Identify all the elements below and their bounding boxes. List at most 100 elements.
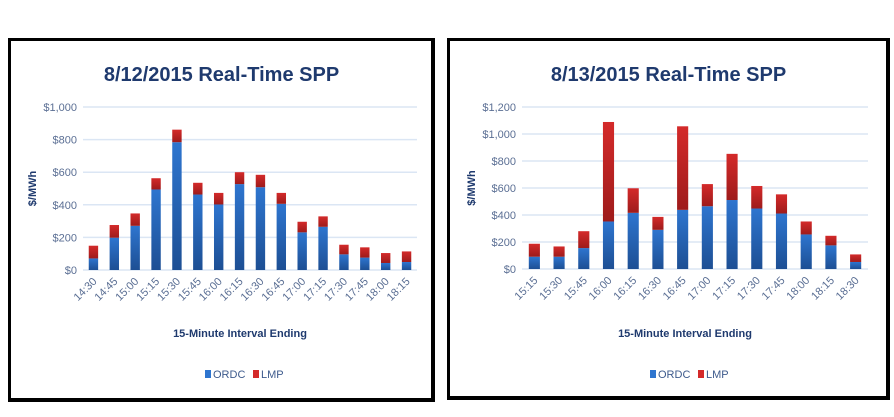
legend-swatch-ordc (205, 370, 211, 378)
bar-ordc (751, 208, 763, 269)
x-tick-label: 15:00 (113, 276, 141, 304)
bar-ordc (234, 184, 245, 270)
x-tick-label: 17:15 (301, 276, 329, 304)
x-tick-label: 16:45 (259, 276, 287, 304)
bar-lmp (578, 231, 590, 249)
chart-title: 8/12/2015 Real-Time SPP (104, 64, 339, 86)
bar-ordc (380, 262, 391, 270)
bar-ordc (172, 142, 182, 270)
bar-lmp (276, 192, 287, 204)
bar-ordc (677, 209, 689, 269)
bar-lmp (213, 192, 224, 205)
bar-ordc (726, 200, 738, 269)
bar-lmp (130, 213, 140, 226)
x-tick-label: 16:00 (197, 276, 225, 304)
chart-title: 8/13/2015 Real-Time SPP (551, 64, 786, 86)
bar-ordc (775, 213, 788, 269)
y-tick-label: $600 (492, 183, 516, 195)
bar-ordc (109, 237, 120, 270)
bar-lmp (401, 251, 412, 263)
bar-lmp (380, 253, 391, 263)
bar-lmp (172, 129, 182, 143)
x-tick-label: 16:45 (661, 275, 689, 303)
bar-ordc (701, 206, 713, 269)
chart-panel-aug-13: 8/13/2015 Real-Time SPP $0 $200 $400 $600 $80… (447, 38, 890, 400)
bar-lmp (825, 235, 837, 246)
bar-lmp (627, 188, 639, 213)
x-tick-label: 18:00 (784, 275, 812, 303)
bar-lmp (751, 185, 763, 209)
y-tick-label: $0 (504, 264, 516, 276)
x-tick-label: 15:15 (513, 275, 541, 303)
bar-lmp (193, 182, 203, 195)
y-axis-title: $/MWh (466, 170, 478, 206)
y-tick-label: $1,000 (43, 102, 77, 114)
x-tick-label: 17:30 (322, 276, 350, 304)
y-tick-label: $200 (53, 232, 77, 244)
x-tick-label: 15:45 (176, 276, 204, 304)
bar-lmp (677, 126, 689, 210)
x-tick-label: 14:30 (72, 276, 100, 304)
bar-lmp (234, 172, 245, 185)
legend-label-ordc: ORDC (658, 369, 690, 381)
bar-lmp (255, 174, 266, 188)
bar-lmp (88, 245, 99, 259)
bar-lmp (553, 246, 565, 257)
y-tick-label: $0 (65, 265, 77, 277)
bar-lmp (602, 121, 615, 222)
bar-lmp (652, 216, 664, 230)
bar-ordc (850, 261, 862, 269)
x-tick-label: 17:45 (760, 275, 788, 303)
bar-ordc (88, 258, 99, 270)
bar-ordc (318, 226, 328, 270)
x-tick-label: 18:00 (364, 276, 392, 304)
bar-ordc (130, 225, 140, 270)
bar-lmp (850, 254, 862, 262)
chart-aug-13: 8/13/2015 Real-Time SPP $0 $200 $400 $600 $80… (466, 64, 868, 381)
x-axis-title: 15-Minute Interval Ending (173, 328, 307, 340)
bar-ordc (652, 229, 664, 269)
bar-ordc (151, 189, 161, 270)
y-tick-label: $800 (492, 156, 516, 168)
x-tick-label: 17:15 (710, 275, 738, 303)
bar-lmp (339, 244, 349, 255)
x-tick-label: 18:30 (834, 275, 862, 303)
legend-label-lmp: LMP (706, 369, 729, 381)
bar-lmp (726, 153, 738, 201)
bar-lmp (800, 221, 812, 235)
x-tick-label: 18:15 (809, 275, 837, 303)
legend-swatch-lmp (253, 370, 259, 378)
bar-lmp (775, 194, 788, 214)
x-tick-label: 18:15 (385, 276, 413, 304)
bar-ordc (193, 194, 203, 270)
bar-lmp (109, 225, 120, 238)
bar-ordc (401, 262, 412, 270)
x-tick-label: 17:45 (343, 276, 371, 304)
bar-ordc (339, 254, 349, 270)
bar-lmp (297, 221, 307, 233)
x-tick-label: 16:15 (611, 275, 639, 303)
x-tick-label: 16:30 (636, 275, 664, 303)
x-tick-label: 16:00 (587, 275, 615, 303)
y-tick-label: $400 (53, 200, 77, 212)
x-tick-label: 17:00 (280, 276, 308, 304)
bar-ordc (297, 232, 307, 270)
x-tick-label: 16:30 (239, 276, 267, 304)
y-tick-label: $1,200 (482, 102, 516, 114)
bar-lmp (151, 178, 161, 190)
chart-panel-aug-12: 8/12/2015 Real-Time SPP $0 $200 $400 $600 $80… (8, 38, 435, 402)
y-tick-label: $1,000 (482, 129, 516, 141)
x-tick-label: 17:00 (686, 275, 714, 303)
x-tick-label: 17:30 (735, 275, 763, 303)
bar-ordc (213, 204, 224, 270)
bar-ordc (255, 187, 266, 270)
y-axis-title: $/MWh (27, 171, 39, 207)
bar-lmp (528, 243, 540, 257)
bar-ordc (800, 234, 812, 269)
x-tick-label: 16:15 (218, 276, 246, 304)
y-tick-label: $400 (492, 210, 516, 222)
bar-ordc (276, 203, 287, 270)
x-tick-label: 15:30 (155, 276, 183, 304)
legend-label-ordc: ORDC (213, 369, 245, 381)
bar-ordc (553, 256, 565, 269)
